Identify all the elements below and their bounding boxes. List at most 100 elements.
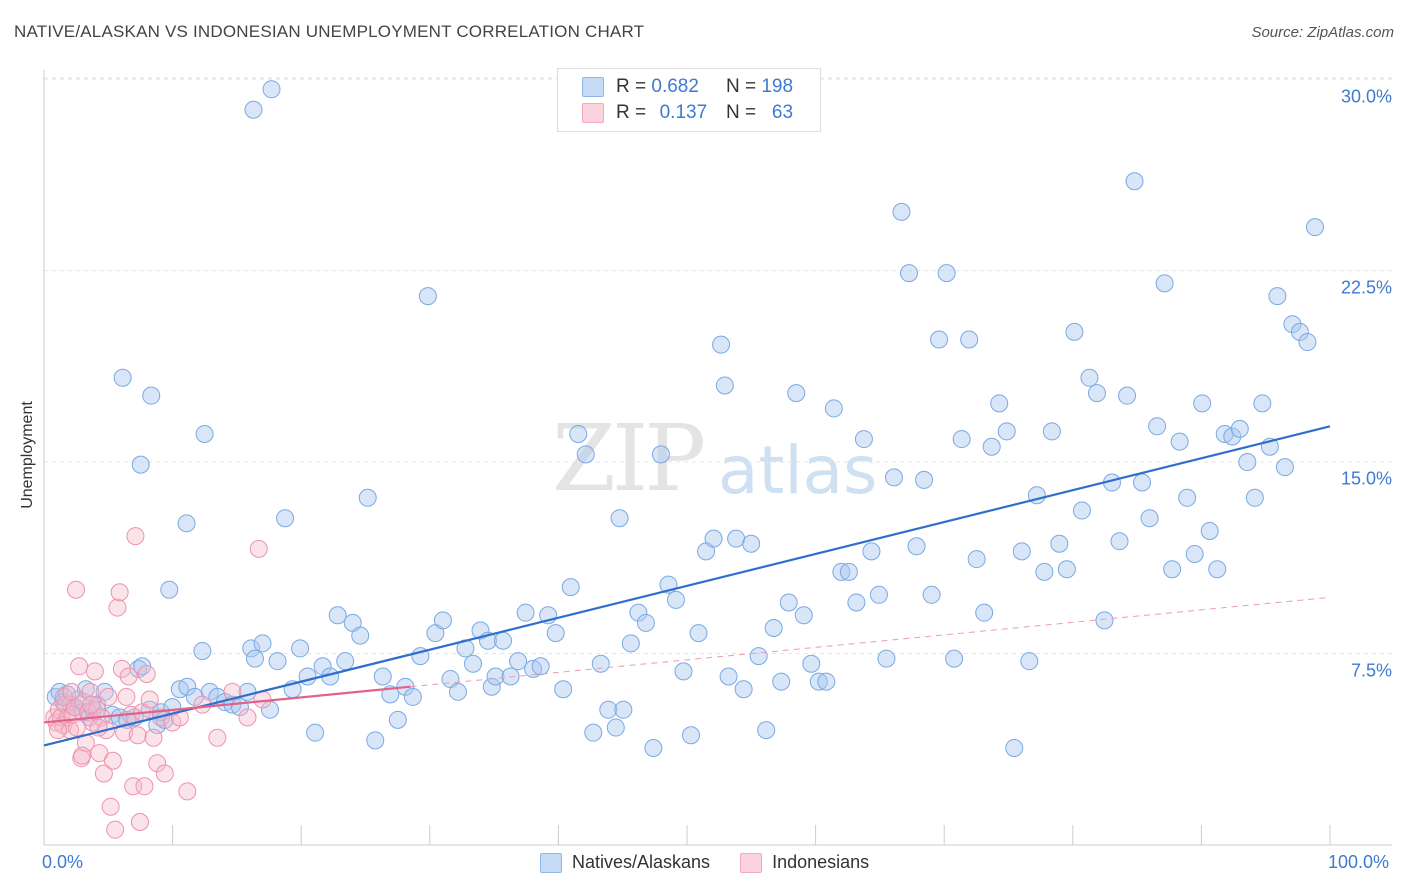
indonesian-point — [101, 797, 120, 816]
native-point — [1283, 315, 1302, 334]
native-point — [1238, 453, 1257, 472]
native-point — [1148, 417, 1167, 436]
legend-n-value: 198 — [761, 76, 794, 97]
native-point — [599, 700, 618, 719]
native-point — [952, 430, 971, 449]
legend-n-label: N = — [725, 76, 757, 97]
x-tick-label-min: 0.0% — [42, 852, 84, 872]
native-point — [1042, 422, 1061, 441]
indonesian-point — [238, 708, 257, 727]
native-point — [982, 437, 1001, 456]
native-point — [719, 667, 738, 686]
native-point — [1178, 488, 1197, 507]
native-point — [1035, 562, 1054, 581]
native-point — [930, 330, 949, 349]
indonesian-point — [106, 820, 125, 839]
native-point — [1050, 534, 1069, 553]
native-point — [509, 652, 528, 671]
native-point — [336, 652, 355, 671]
native-point — [576, 445, 595, 464]
native-point — [644, 738, 663, 757]
native-point — [1110, 532, 1129, 551]
native-point — [262, 80, 281, 99]
native-point — [546, 624, 565, 643]
native-point — [448, 682, 467, 701]
native-point — [787, 384, 806, 403]
y-tick-label-22-5: 22.5% — [1340, 277, 1392, 298]
indonesian-point — [135, 777, 154, 796]
indonesian-point — [126, 527, 145, 546]
native-point — [937, 264, 956, 283]
native-point — [418, 287, 437, 306]
native-point — [734, 680, 753, 699]
y-tick-label-30: 30.0% — [1340, 86, 1392, 107]
native-point — [749, 647, 768, 666]
y-tick-label-15: 15.0% — [1340, 468, 1392, 489]
indonesian-point — [223, 682, 242, 701]
watermark-zip: ZIP — [552, 405, 706, 512]
native-point — [471, 621, 490, 640]
native-point — [238, 682, 257, 701]
native-point — [757, 721, 776, 740]
native-point — [1200, 521, 1219, 540]
native-point — [1163, 560, 1182, 579]
native-point — [869, 585, 888, 604]
native-point — [915, 470, 934, 489]
native-point — [847, 593, 866, 612]
native-point — [1012, 542, 1031, 561]
native-point — [170, 680, 189, 699]
native-point — [1268, 287, 1287, 306]
indonesian-point — [70, 657, 89, 676]
native-point — [177, 514, 196, 533]
indonesian-point — [94, 764, 113, 783]
indonesian-point — [110, 583, 129, 602]
native-point — [531, 657, 550, 676]
native-point — [832, 562, 851, 581]
native-point — [1155, 274, 1174, 293]
native-point — [388, 710, 407, 729]
native-point — [1185, 544, 1204, 563]
indonesian-point — [112, 659, 131, 678]
chart-title: NATIVE/ALASKAN VS INDONESIAN UNEMPLOYMEN… — [14, 22, 645, 41]
indonesian-point — [208, 728, 227, 747]
native-point — [1095, 611, 1114, 630]
native-point — [704, 529, 723, 548]
native-point — [242, 639, 261, 658]
indonesian-point — [82, 695, 101, 714]
native-point — [1125, 172, 1144, 191]
native-point — [854, 430, 873, 449]
legend-item-indonesians: Indonesians — [740, 852, 869, 873]
indonesian-point — [49, 721, 68, 740]
indonesian-point — [81, 682, 100, 701]
indonesian-point — [249, 539, 268, 558]
legend-label-natives: Natives/Alaskans — [572, 852, 711, 872]
native-point — [1230, 419, 1249, 438]
native-point — [373, 667, 392, 686]
native-point — [1057, 560, 1076, 579]
native-point — [1005, 738, 1024, 757]
indonesian-point — [130, 813, 149, 832]
native-point — [1208, 560, 1227, 579]
legend-r-value: 0.137 — [659, 102, 708, 123]
native-point — [253, 634, 272, 653]
indonesian-point — [140, 690, 159, 709]
native-point — [794, 606, 813, 625]
native-point — [1080, 368, 1099, 387]
legend-row-indonesians: R = 0.137 N = 63 — [582, 101, 793, 125]
native-point — [482, 677, 501, 696]
indonesian-point — [103, 751, 122, 770]
native-point — [666, 590, 685, 609]
native-point — [403, 687, 422, 706]
legend-n-label: N = — [725, 102, 757, 123]
native-point — [1193, 394, 1212, 413]
native-point — [276, 509, 295, 528]
native-point — [160, 580, 179, 599]
native-point — [892, 202, 911, 221]
native-point — [1298, 333, 1317, 352]
native-point — [268, 652, 287, 671]
legend-r-label: R = — [616, 102, 647, 123]
native-point — [614, 700, 633, 719]
legend-r-value: 0.682 — [651, 76, 699, 97]
native-point — [494, 631, 513, 650]
indonesian-point — [178, 782, 197, 801]
